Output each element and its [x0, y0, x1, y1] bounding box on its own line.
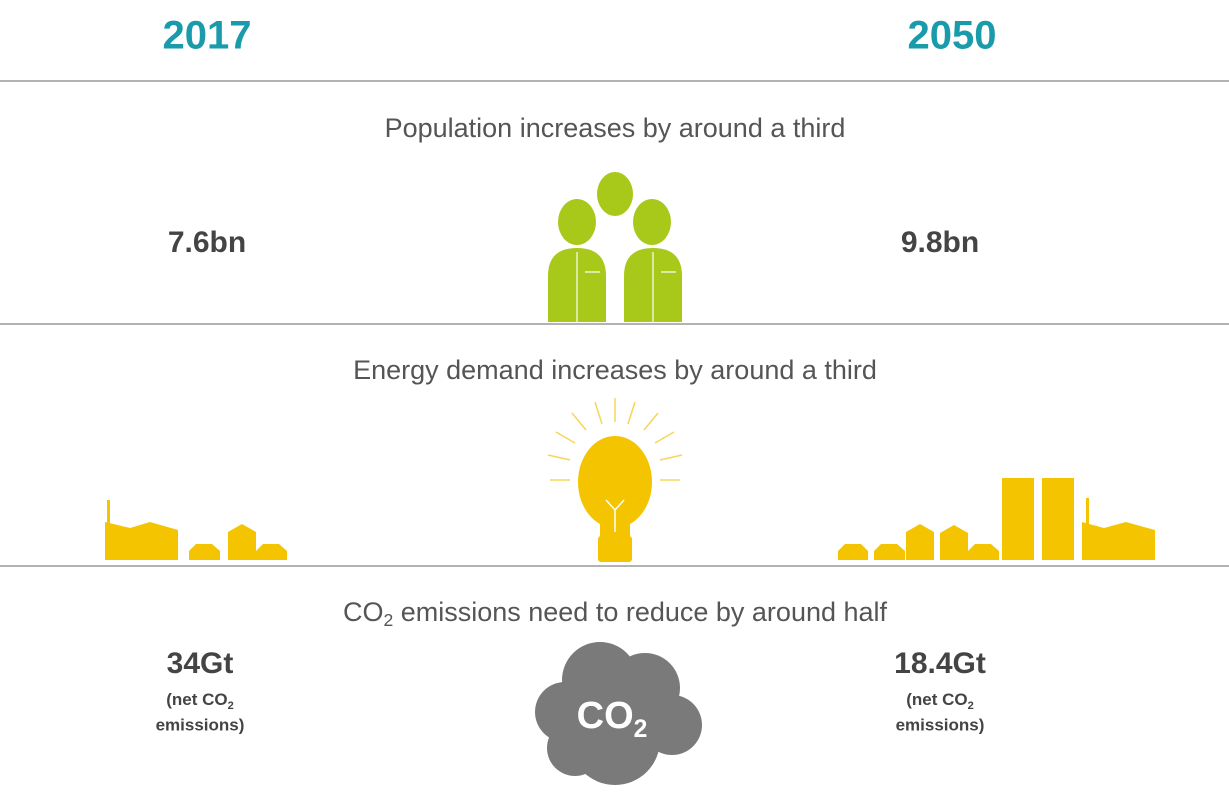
text-part: (net CO [166, 690, 227, 709]
note-right: (net CO2 [906, 690, 974, 711]
year-right: 2050 [908, 14, 997, 58]
text-part: emissions need to reduce by around half [393, 597, 887, 627]
text-part: 2 [968, 700, 974, 712]
bulb-icon [547, 398, 683, 562]
heading: CO2 emissions need to reduce by around h… [343, 597, 888, 630]
town-right [838, 478, 1155, 560]
people-icon [548, 172, 682, 322]
note-left: emissions) [156, 715, 245, 734]
heading: Energy demand increases by around a thir… [353, 355, 877, 385]
year-left: 2017 [163, 14, 252, 58]
note-right: emissions) [896, 715, 985, 734]
text-part: (net CO [906, 690, 967, 709]
text-part: 2 [634, 716, 648, 743]
value-right: 9.8bn [901, 226, 979, 259]
note-left: (net CO2 [166, 690, 234, 711]
value-left: 7.6bn [168, 226, 246, 259]
text-part: CO [577, 695, 634, 737]
town-left [105, 500, 287, 560]
cloud-label: CO2 [577, 695, 648, 743]
text-part: 2 [383, 610, 393, 630]
text-part: 2 [228, 700, 234, 712]
value-left: 34Gt [167, 647, 234, 680]
text-part: CO [343, 597, 384, 627]
heading: Population increases by around a third [385, 113, 846, 143]
cloud-icon [535, 642, 702, 785]
value-right: 18.4Gt [894, 647, 986, 680]
